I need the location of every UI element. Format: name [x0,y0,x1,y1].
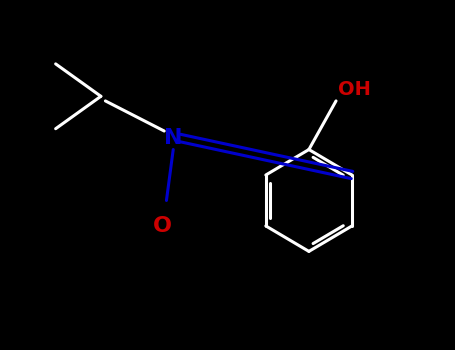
Text: N: N [164,128,182,148]
Text: OH: OH [339,79,371,99]
Text: O: O [152,216,172,236]
